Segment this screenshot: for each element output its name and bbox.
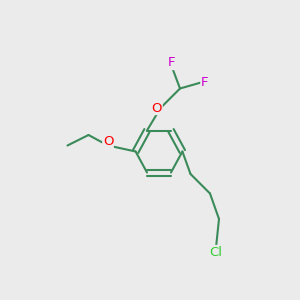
Text: F: F	[201, 76, 208, 89]
Text: Cl: Cl	[209, 245, 223, 259]
Text: O: O	[152, 101, 162, 115]
Text: F: F	[168, 56, 175, 70]
Text: O: O	[103, 135, 113, 148]
